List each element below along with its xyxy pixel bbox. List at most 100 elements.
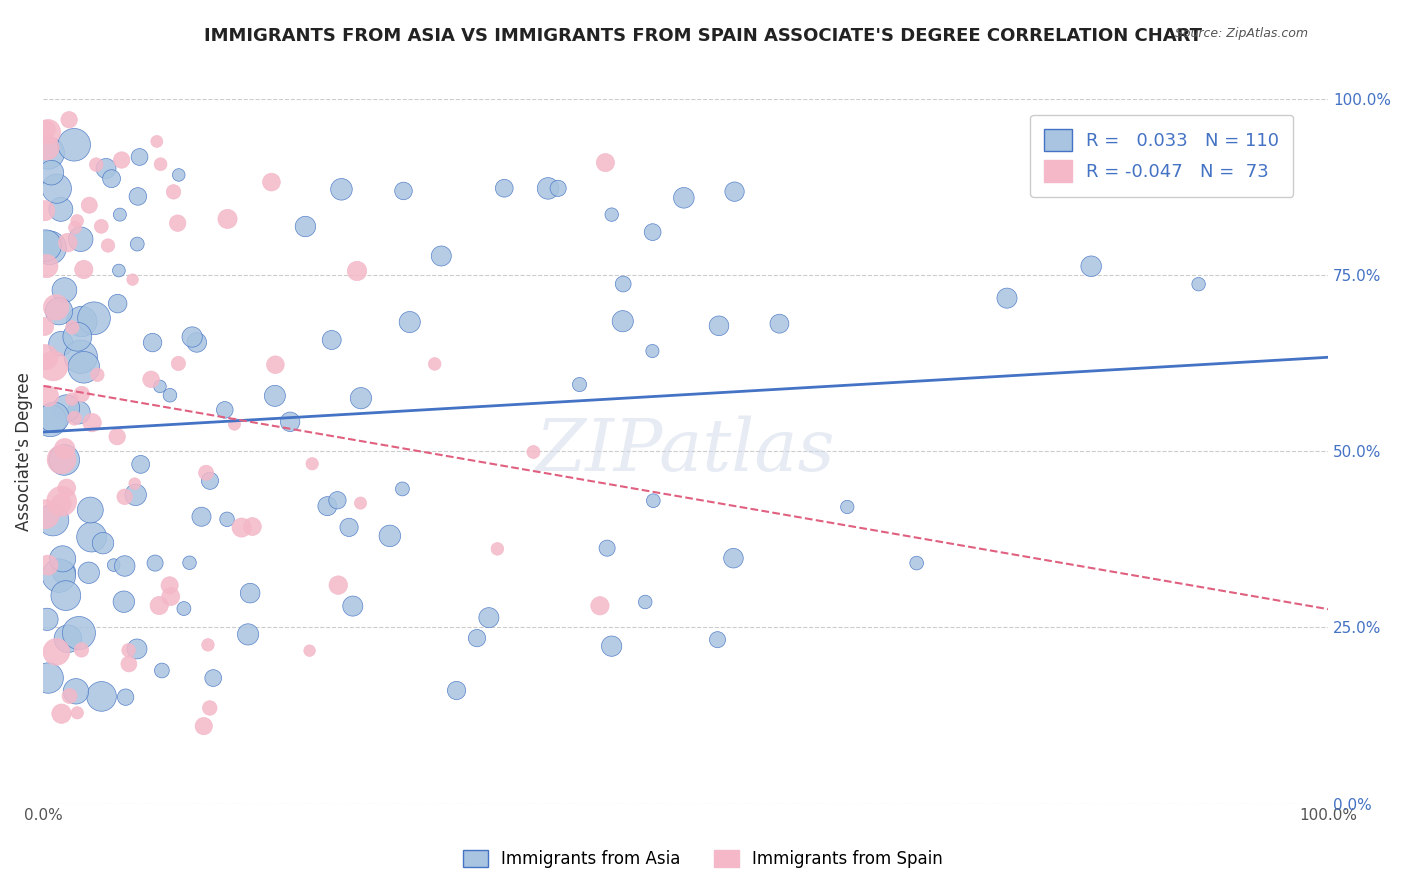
Point (70, 643, 93, 657)
Point (240, 519, 263, 533)
Point (181, 330, 204, 344)
Point (35, 259, 58, 273)
Point (94, 161, 117, 176)
Point (146, 135, 169, 149)
Point (55, 401, 77, 416)
Point (159, 590, 181, 604)
Point (118, 657, 141, 671)
Point (56, 632, 79, 646)
Point (70, 314, 93, 328)
Point (195, 466, 218, 480)
Point (494, 181, 516, 195)
Point (124, 476, 146, 491)
Point (537, 181, 560, 195)
Point (34, 238, 56, 252)
Point (117, 643, 139, 657)
Point (173, 601, 195, 615)
Point (112, 595, 135, 609)
Point (672, 191, 695, 205)
Point (80, 416, 103, 430)
Point (217, 211, 239, 226)
Point (114, 559, 136, 574)
Point (392, 184, 415, 198)
Point (73, 262, 96, 277)
Point (114, 690, 136, 705)
Point (34, 319, 56, 334)
Point (149, 157, 172, 171)
Point (595, 155, 617, 169)
Point (612, 277, 634, 291)
Point (349, 496, 371, 510)
Point (167, 168, 190, 182)
Point (162, 185, 184, 199)
Point (45, 645, 67, 659)
Point (350, 391, 373, 405)
Point (51, 706, 73, 721)
Point (97, 238, 120, 252)
Point (73, 360, 96, 375)
Point (63, 220, 86, 235)
Point (108, 208, 131, 222)
Point (423, 357, 446, 371)
Point (159, 578, 181, 592)
Text: Source: ZipAtlas.com: Source: ZipAtlas.com (1174, 27, 1308, 40)
Point (58, 689, 80, 703)
Point (486, 541, 509, 556)
Point (995, 291, 1018, 305)
Point (294, 219, 316, 234)
Point (198, 474, 221, 488)
Point (63, 137, 86, 152)
Point (53, 442, 76, 456)
Point (90, 219, 112, 234)
Point (1187, 277, 1209, 292)
Point (707, 318, 730, 333)
Point (37, 125, 59, 139)
Point (60, 392, 83, 406)
Point (197, 638, 219, 652)
Point (52, 551, 75, 566)
Point (723, 185, 745, 199)
Legend: R =   0.033   N = 110, R = -0.047   N =  73: R = 0.033 N = 110, R = -0.047 N = 73 (1031, 115, 1294, 196)
Point (837, 500, 859, 514)
Point (42, 359, 65, 373)
Point (77, 198, 100, 212)
Point (150, 664, 173, 678)
Point (600, 639, 623, 653)
Text: ZIPatlas: ZIPatlas (536, 416, 835, 486)
Point (37, 389, 59, 403)
Point (114, 490, 136, 504)
Point (186, 335, 208, 350)
Point (105, 430, 128, 444)
Point (125, 642, 148, 657)
Point (56, 235, 79, 250)
Point (143, 556, 166, 570)
Point (53, 566, 76, 580)
Point (107, 296, 129, 310)
Point (34, 203, 56, 218)
Point (264, 389, 287, 403)
Point (84, 158, 107, 172)
Point (34, 123, 56, 137)
Point (42, 410, 65, 425)
Point (127, 237, 149, 252)
Point (49, 202, 72, 217)
Point (83, 311, 105, 326)
Point (127, 189, 149, 203)
Point (231, 520, 253, 534)
Point (100, 171, 122, 186)
Point (190, 509, 212, 524)
Point (34, 350, 56, 364)
Y-axis label: Associate's Degree: Associate's Degree (15, 372, 32, 531)
Point (37, 558, 59, 573)
Point (641, 225, 664, 239)
Point (398, 315, 420, 329)
Point (42, 513, 65, 527)
Point (166, 216, 188, 230)
Point (465, 631, 488, 645)
Point (706, 632, 728, 647)
Legend: Immigrants from Asia, Immigrants from Spain: Immigrants from Asia, Immigrants from Sp… (457, 843, 949, 875)
Point (148, 599, 170, 613)
Point (198, 701, 221, 715)
Point (129, 458, 152, 472)
Point (51, 452, 73, 467)
